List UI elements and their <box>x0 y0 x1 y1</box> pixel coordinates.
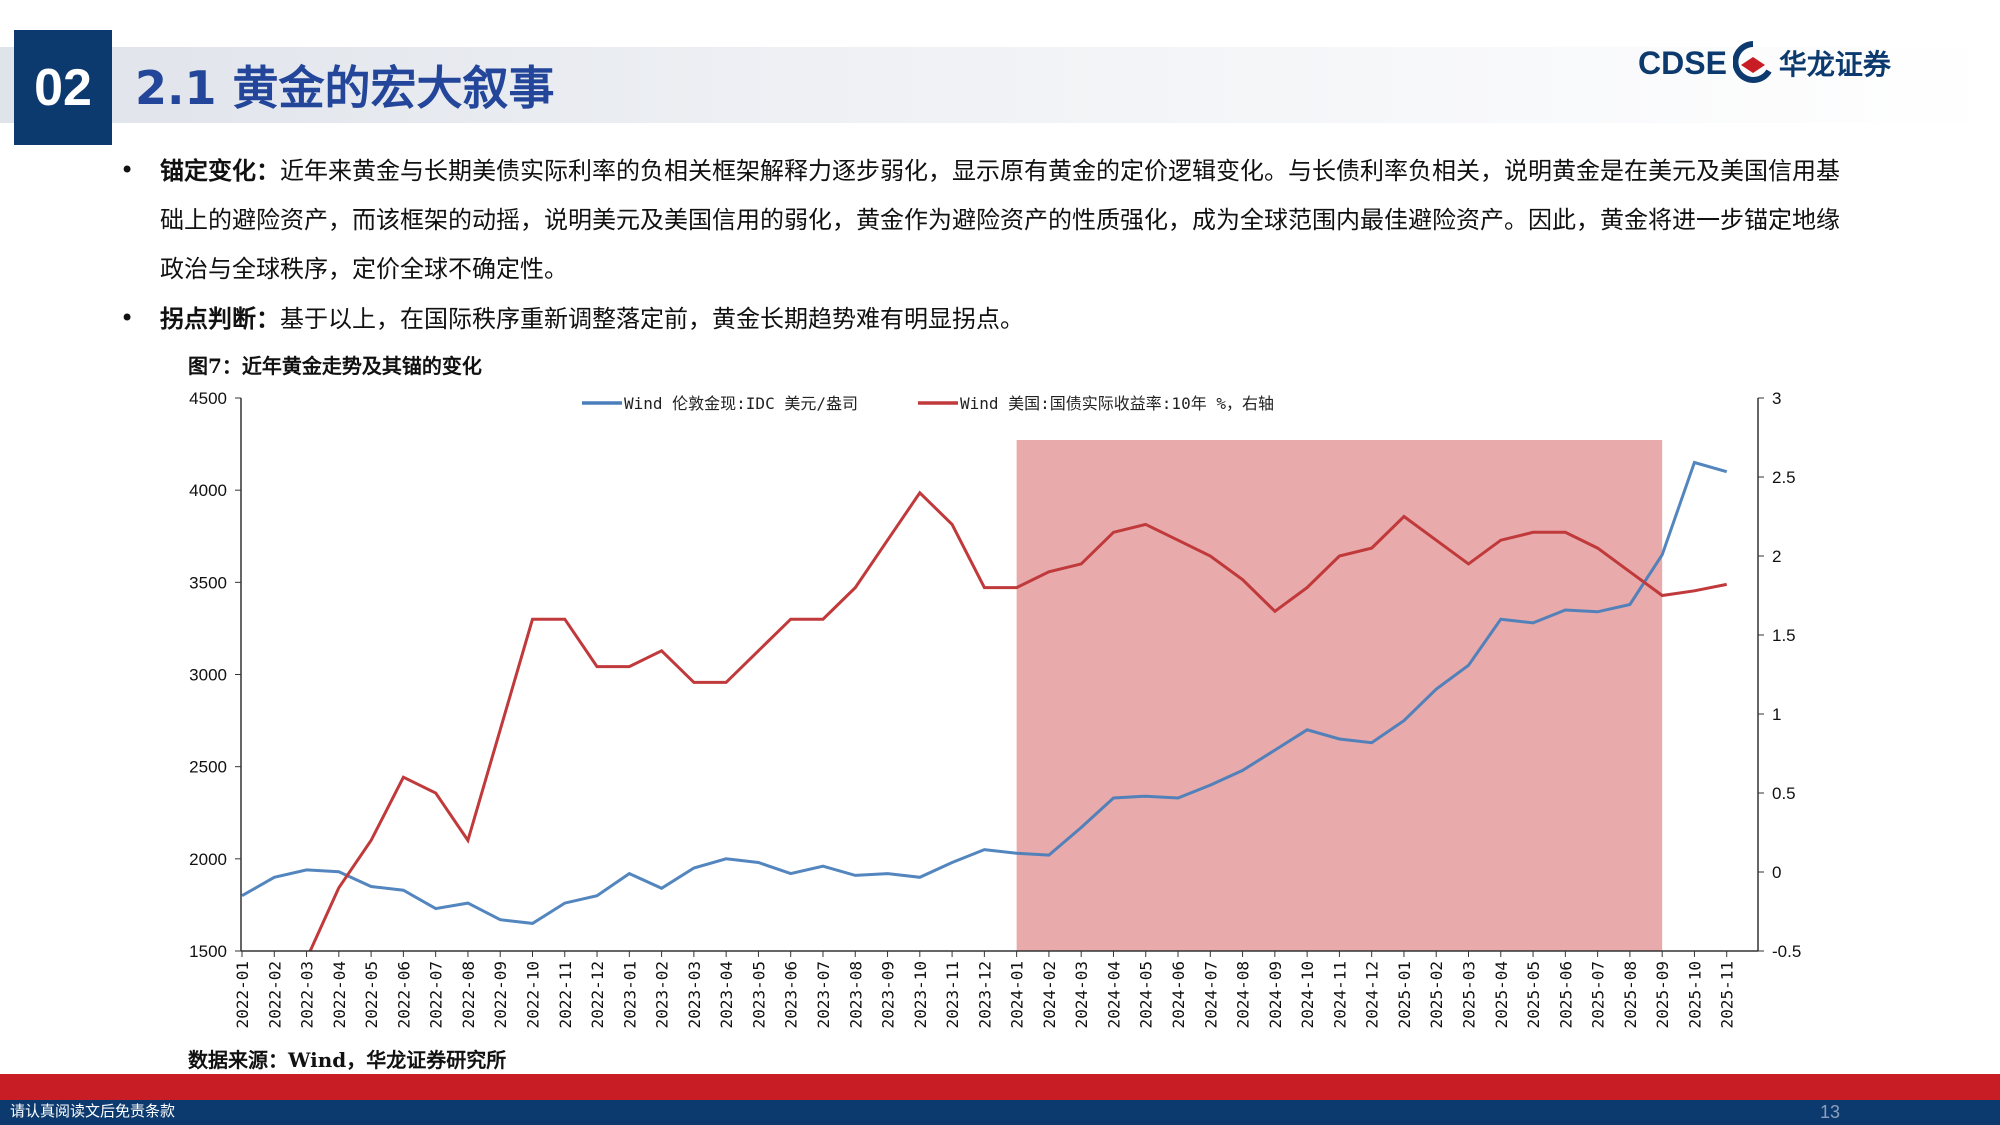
x-tick-label: 2022-02 <box>265 961 284 1028</box>
bullet-text: 近年来黄金与长期美债实际利率的负相关框架解释力逐步弱化，显示原有黄金的定价逻辑变… <box>160 157 1840 283</box>
figure-title: 图7：近年黄金走势及其锚的变化 <box>188 354 482 378</box>
y-left-tick-label: 1500 <box>189 942 227 961</box>
x-tick-label: 2023-01 <box>620 961 639 1028</box>
x-tick-label: 2024-07 <box>1201 961 1220 1028</box>
x-tick-label: 2024-04 <box>1104 961 1123 1028</box>
bullet-list: 锚定变化：近年来黄金与长期美债实际利率的负相关框架解释力逐步弱化，显示原有黄金的… <box>120 146 1860 344</box>
bullet-label: 锚定变化： <box>160 156 280 185</box>
bullet-item: 锚定变化：近年来黄金与长期美债实际利率的负相关框架解释力逐步弱化，显示原有黄金的… <box>120 146 1860 294</box>
y-right-tick-label: -0.5 <box>1772 942 1801 961</box>
logo-cn: 华龙证券 <box>1778 48 1891 81</box>
x-tick-label: 2023-11 <box>943 961 962 1028</box>
x-tick-label: 2024-03 <box>1072 961 1091 1028</box>
x-tick-label: 2022-09 <box>491 961 510 1028</box>
y-right-tick-label: 2 <box>1772 547 1781 566</box>
y-right-tick-label: 1 <box>1772 705 1781 724</box>
x-tick-label: 2024-05 <box>1137 961 1156 1028</box>
x-tick-label: 2022-04 <box>330 961 349 1028</box>
x-tick-label: 2024-08 <box>1234 961 1253 1028</box>
x-tick-label: 2023-06 <box>782 961 801 1028</box>
y-left-tick-label: 4500 <box>189 389 227 408</box>
x-tick-label: 2025-10 <box>1685 961 1704 1028</box>
x-tick-label: 2022-11 <box>556 961 575 1028</box>
x-tick-label: 2025-01 <box>1395 961 1414 1028</box>
x-tick-label: 2024-09 <box>1266 961 1285 1028</box>
bullet-label: 拐点判断： <box>160 304 280 333</box>
x-tick-label: 2025-02 <box>1427 961 1446 1028</box>
disclaimer: 请认真阅读文后免责条款 <box>10 1102 176 1120</box>
x-tick-label: 2023-12 <box>975 961 994 1028</box>
x-tick-label: 2022-08 <box>459 961 478 1028</box>
x-tick-label: 2022-12 <box>588 961 607 1028</box>
x-tick-label: 2023-10 <box>911 961 930 1028</box>
legend-label-1: Wind 伦敦金现:IDC 美元/盎司 <box>624 394 858 413</box>
x-tick-label: 2025-03 <box>1460 961 1479 1028</box>
x-tick-label: 2024-02 <box>1040 961 1059 1028</box>
x-tick-label: 2023-02 <box>653 961 672 1028</box>
y-left-tick-label: 2500 <box>189 758 227 777</box>
x-tick-label: 2024-12 <box>1363 961 1382 1028</box>
x-tick-label: 2023-07 <box>814 961 833 1028</box>
bullet-text: 基于以上，在国际秩序重新调整落定前，黄金长期趋势难有明显拐点。 <box>280 305 1024 333</box>
x-tick-label: 2024-06 <box>1169 961 1188 1028</box>
logo-en: CDSE <box>1638 44 1727 81</box>
x-tick-label: 2025-08 <box>1621 961 1640 1028</box>
y-right-tick-label: 2.5 <box>1772 468 1796 487</box>
section-number: 02 <box>14 30 112 145</box>
legend-label-2: Wind 美国:国债实际收益率:10年 %，右轴 <box>960 394 1274 413</box>
y-right-tick-label: 3 <box>1772 389 1781 408</box>
header-bar <box>0 47 2000 123</box>
x-tick-label: 2022-01 <box>233 961 252 1028</box>
x-tick-label: 2024-10 <box>1298 961 1317 1028</box>
x-tick-label: 2022-06 <box>394 961 413 1028</box>
y-left-tick-label: 3500 <box>189 573 227 592</box>
x-tick-label: 2025-09 <box>1653 961 1672 1028</box>
x-tick-label: 2025-07 <box>1589 961 1608 1028</box>
y-left-tick-label: 2000 <box>189 850 227 869</box>
source-note: 数据来源：Wind，华龙证券研究所 <box>188 1048 507 1072</box>
y-right-tick-label: 1.5 <box>1772 626 1796 645</box>
logo-emblem-icon <box>1732 41 1772 83</box>
footer-red-band <box>0 1074 2000 1100</box>
x-tick-label: 2022-07 <box>427 961 446 1028</box>
x-tick-label: 2025-04 <box>1492 961 1511 1028</box>
highlight-region <box>1016 440 1663 951</box>
footer-blue-band <box>0 1100 2000 1125</box>
bullet-item: 拐点判断：基于以上，在国际秩序重新调整落定前，黄金长期趋势难有明显拐点。 <box>120 294 1860 344</box>
x-tick-label: 2022-05 <box>362 961 381 1028</box>
x-tick-label: 2024-11 <box>1330 961 1349 1028</box>
y-left-tick-label: 4000 <box>189 481 227 500</box>
x-tick-label: 2023-04 <box>717 961 736 1028</box>
x-tick-label: 2023-03 <box>685 961 704 1028</box>
x-tick-label: 2023-09 <box>879 961 898 1028</box>
x-tick-label: 2023-05 <box>749 961 768 1028</box>
x-tick-label: 2024-01 <box>1008 961 1027 1028</box>
series-line-2 <box>308 490 1727 951</box>
x-tick-label: 2022-10 <box>523 961 542 1028</box>
series-line-1 <box>241 460 1728 925</box>
page-title: 2.1 黄金的宏大叙事 <box>135 61 555 115</box>
x-tick-label: 2025-05 <box>1524 961 1543 1028</box>
x-tick-label: 2025-06 <box>1556 961 1575 1028</box>
x-tick-label: 2023-08 <box>846 961 865 1028</box>
logo: CDSE 华龙证券 <box>1638 40 1891 86</box>
y-right-tick-label: 0 <box>1772 863 1781 882</box>
page-number: 13 <box>1820 1102 1841 1122</box>
x-tick-label: 2025-11 <box>1718 961 1737 1028</box>
x-tick-label: 2022-03 <box>298 961 317 1028</box>
y-right-tick-label: 0.5 <box>1772 784 1796 803</box>
y-left-tick-label: 3000 <box>189 666 227 685</box>
